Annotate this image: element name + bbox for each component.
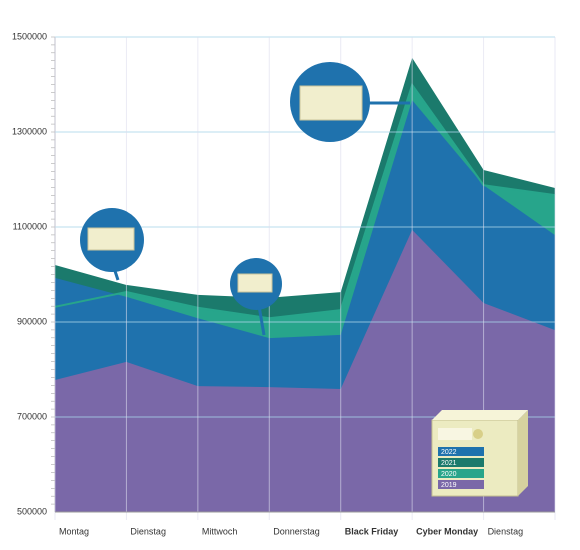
x-tick-label: Donnerstag [273, 526, 320, 536]
y-tick-label: 900000 [17, 316, 47, 326]
legend-label: 2021 [441, 460, 457, 467]
y-tick-label: 500000 [17, 506, 47, 516]
legend-swatch [438, 480, 484, 489]
legend-swatch [438, 458, 484, 467]
legend-swatch [438, 469, 484, 478]
y-tick-label: 700000 [17, 411, 47, 421]
legend-label: 2019 [441, 482, 457, 489]
icon [299, 85, 363, 121]
x-tick-label: Dienstag [130, 526, 166, 536]
icon [237, 273, 273, 293]
legend-box-side [518, 410, 528, 496]
y-tick-label: 1500000 [12, 31, 47, 41]
legend-label: 2022 [441, 449, 457, 456]
x-tick-label: Black Friday [345, 526, 399, 536]
area [55, 229, 555, 512]
x-tick-label: Cyber Monday [416, 526, 478, 536]
y-tick-label: 1300000 [12, 126, 47, 136]
legend-label: 2020 [441, 471, 457, 478]
y-tick-label: 1100000 [13, 221, 47, 231]
legend-box-top [432, 410, 528, 420]
legend-swatch [438, 447, 484, 456]
x-tick-label: Dienstag [488, 526, 524, 536]
x-tick-label: Montag [59, 526, 89, 536]
line [54, 82, 556, 320]
x-tick-label: Mittwoch [202, 526, 238, 536]
legend-knob [473, 429, 483, 439]
legend-panel [438, 428, 472, 440]
icon [87, 227, 135, 251]
